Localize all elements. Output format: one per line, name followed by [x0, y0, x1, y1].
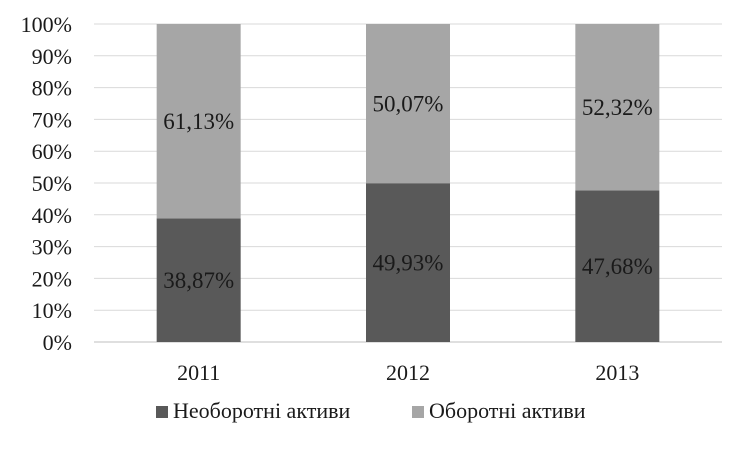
legend-label: Оборотні активи: [429, 398, 586, 423]
data-label: 47,68%: [582, 254, 653, 279]
y-tick-label: 20%: [32, 266, 72, 291]
data-label: 52,32%: [582, 95, 653, 120]
data-label: 38,87%: [163, 268, 234, 293]
data-label: 50,07%: [373, 92, 444, 117]
y-tick-label: 100%: [21, 12, 72, 37]
bar-segment: [575, 24, 660, 191]
data-label: 49,93%: [373, 251, 444, 276]
y-tick-label: 60%: [32, 139, 72, 164]
bar-segment: [366, 183, 450, 342]
data-label: 61,13%: [163, 109, 234, 134]
y-tick-label: 10%: [32, 298, 72, 323]
x-category-label: 2012: [386, 360, 430, 385]
x-axis-categories: 2011 2012 2013: [177, 360, 639, 385]
bar-segment: [575, 190, 660, 342]
bar-segment: [366, 24, 450, 184]
data-labels: 38,87% 61,13% 49,93% 50,07% 47,68% 52,32%: [163, 92, 653, 294]
y-tick-label: 40%: [32, 203, 72, 228]
y-tick-label: 0%: [43, 330, 72, 355]
x-category-label: 2011: [177, 360, 220, 385]
x-category-label: 2013: [595, 360, 639, 385]
y-axis-ticks: 0% 10% 20% 30% 40% 50% 60% 70% 80% 90% 100%: [21, 12, 72, 355]
legend: Необоротні активи Оборотні активи: [156, 398, 586, 423]
bar-segment: [156, 218, 241, 342]
legend-label: Необоротні активи: [173, 398, 350, 423]
y-tick-label: 50%: [32, 171, 72, 196]
legend-swatch: [412, 406, 424, 418]
y-tick-label: 90%: [32, 44, 72, 69]
y-tick-label: 30%: [32, 235, 72, 260]
bars: [156, 24, 660, 342]
bar-segment: [156, 24, 241, 219]
y-tick-label: 80%: [32, 76, 72, 101]
y-tick-label: 70%: [32, 107, 72, 132]
legend-swatch: [156, 406, 168, 418]
